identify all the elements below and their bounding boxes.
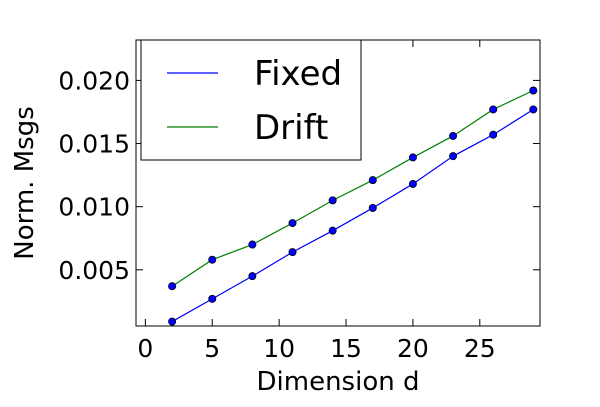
data-point-drift xyxy=(328,196,337,205)
data-point-drift xyxy=(368,176,377,185)
x-axis-label: Dimension d xyxy=(257,367,420,397)
x-tick-label: 25 xyxy=(464,334,496,363)
data-point-fixed xyxy=(449,152,458,161)
y-tick-label: 0.020 xyxy=(58,66,130,95)
data-point-fixed xyxy=(288,248,297,257)
data-point-drift xyxy=(489,105,498,114)
x-tick-label: 0 xyxy=(137,334,153,363)
data-point-drift xyxy=(449,131,458,140)
data-point-fixed xyxy=(248,272,257,281)
legend: Fixed Drift xyxy=(140,39,362,161)
x-tick-label: 10 xyxy=(263,334,295,363)
data-point-drift xyxy=(208,255,217,264)
data-point-fixed xyxy=(408,179,417,188)
series-line-drift xyxy=(171,89,534,287)
x-tick-label: 5 xyxy=(204,334,220,363)
y-tick-label: 0.005 xyxy=(58,256,130,285)
y-axis-label: Norm. Msgs xyxy=(10,106,40,259)
y-tick-label: 0.015 xyxy=(58,130,130,159)
data-point-drift xyxy=(288,219,297,228)
x-tick-label: 20 xyxy=(397,334,429,363)
data-point-fixed xyxy=(168,317,177,326)
legend-label-fixed: Fixed xyxy=(254,54,342,94)
data-point-drift xyxy=(168,282,177,291)
legend-box xyxy=(140,39,362,161)
series-line-fixed xyxy=(171,108,534,323)
data-point-drift xyxy=(408,153,417,162)
data-point-fixed xyxy=(489,130,498,139)
series-layer xyxy=(168,86,538,326)
data-point-fixed xyxy=(368,203,377,212)
y-tick-label: 0.010 xyxy=(58,193,130,222)
data-point-drift xyxy=(529,86,538,95)
x-tick-label: 15 xyxy=(330,334,362,363)
data-point-fixed xyxy=(529,105,538,114)
data-point-fixed xyxy=(328,226,337,235)
data-point-drift xyxy=(248,240,257,249)
data-point-fixed xyxy=(208,294,217,303)
legend-label-drift: Drift xyxy=(254,108,328,148)
tick-layer: 0 5 10 15 20 25 0.005 0.010 0.015 0.020 xyxy=(58,40,540,363)
